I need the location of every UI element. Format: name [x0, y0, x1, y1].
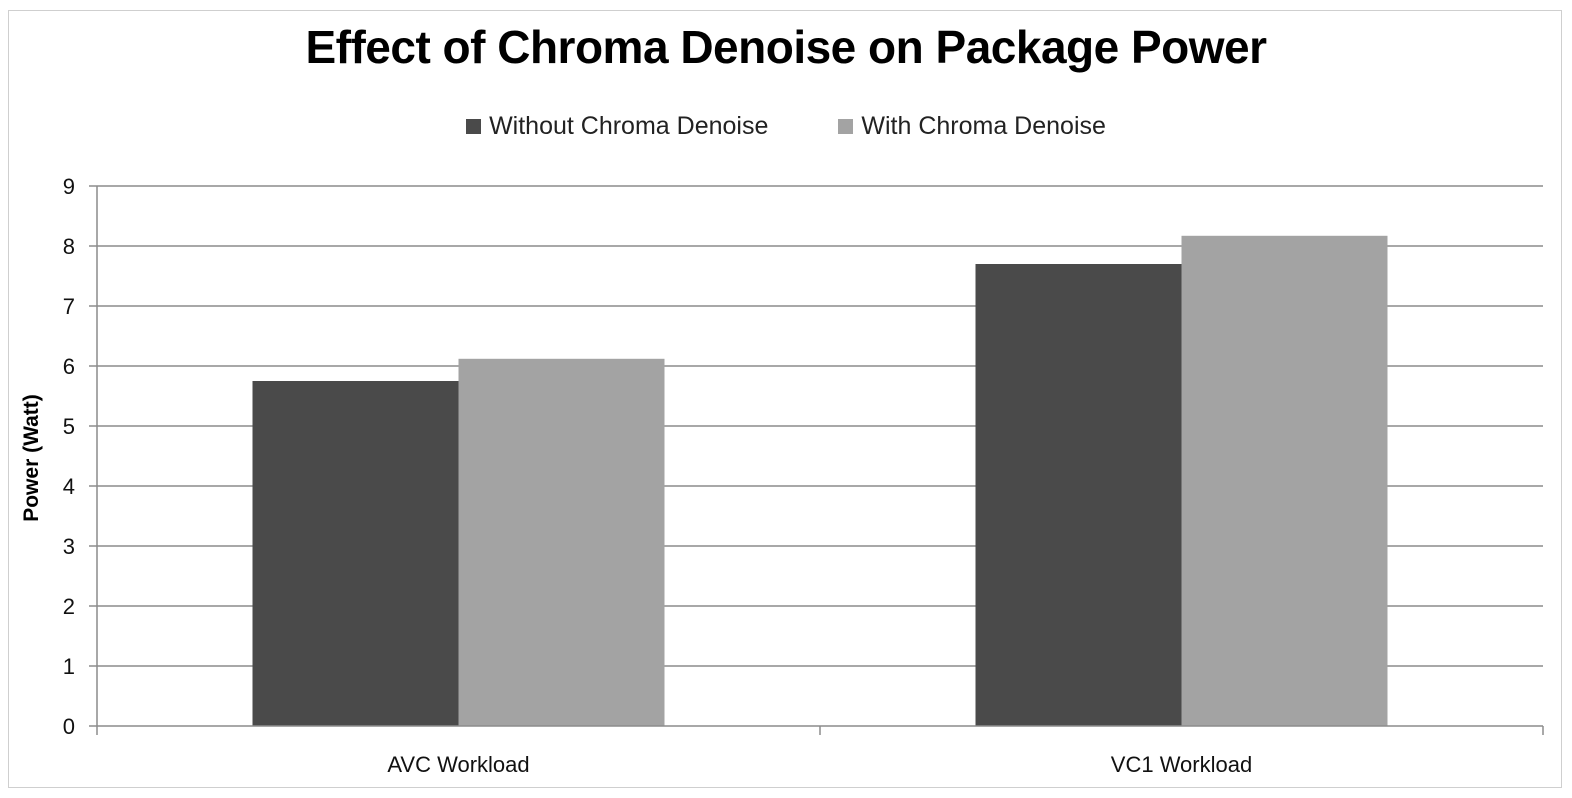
y-tick-label: 0 [63, 714, 75, 739]
legend-entry-with: With Chroma Denoise [838, 112, 1106, 141]
x-tick-label: AVC Workload [387, 752, 529, 777]
y-tick-labels: 0 1 2 3 4 5 6 7 8 9 [63, 174, 75, 739]
x-tick-label: VC1 Workload [1111, 752, 1252, 777]
y-tick-label: 5 [63, 414, 75, 439]
bar-with-vc1 [1181, 235, 1388, 727]
y-tick-label: 2 [63, 594, 75, 619]
legend-label-with: With Chroma Denoise [861, 112, 1106, 140]
y-tick-label: 9 [63, 174, 75, 199]
y-tick-label: 7 [63, 294, 75, 319]
x-tick-labels: AVC Workload VC1 Workload [387, 752, 1252, 777]
bar-with-avc [458, 358, 665, 726]
y-tick-label: 4 [63, 474, 75, 499]
chart-title: Effect of Chroma Denoise on Package Powe… [305, 21, 1267, 73]
bars [252, 235, 1388, 727]
bar-without-vc1 [975, 264, 1182, 726]
legend-entry-without: Without Chroma Denoise [466, 112, 768, 141]
axes [96, 186, 1544, 735]
y-tick-label: 8 [63, 234, 75, 259]
y-tick-label: 3 [63, 534, 75, 559]
legend-label-without: Without Chroma Denoise [489, 112, 769, 140]
bar-without-avc [252, 381, 459, 726]
y-tick-label: 6 [63, 354, 75, 379]
legend-swatch-with [838, 119, 854, 134]
legend: Without Chroma Denoise With Chroma Denoi… [0, 112, 1572, 141]
y-tick-label: 1 [63, 654, 75, 679]
legend-swatch-without [466, 119, 482, 134]
